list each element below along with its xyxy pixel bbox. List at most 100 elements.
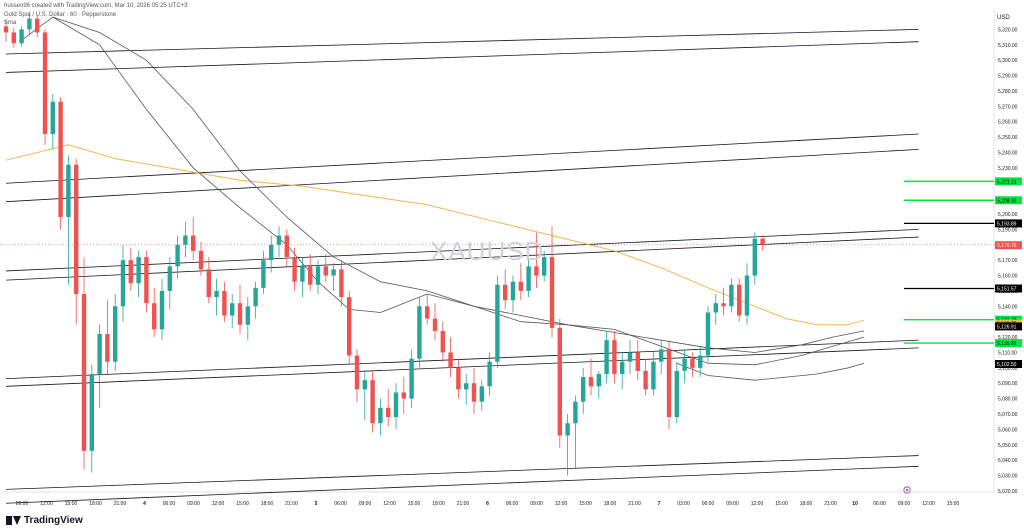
trendline-7[interactable] [5,347,919,387]
candle-body [308,266,313,285]
price-label[interactable]: 5,221.21 [995,177,1022,186]
x-tick-label: 18:00 [432,501,445,507]
price-label-box [995,360,1022,368]
candle-body [339,269,344,298]
y-tick-label: 5,230.00 [998,166,1018,172]
x-tick-label: 15:00 [775,501,788,507]
candle [479,380,484,411]
candle [159,278,165,341]
candle [89,364,94,473]
tradingview-logo-icon [6,516,21,525]
trendline-6[interactable] [5,339,919,380]
candle [230,294,235,328]
price-label[interactable]: 5,208.93 [995,196,1022,205]
candle [3,20,9,42]
candle-body [42,32,48,134]
currency-label: USD [997,15,1010,21]
sma-line-2 [52,16,865,353]
candle-body [120,260,126,307]
y-tick-label: 5,140.00 [998,304,1018,310]
candle-body [230,303,235,316]
y-tick-label: 5,160.00 [998,274,1018,280]
candle [432,303,438,341]
candle-body [620,361,625,374]
candle [721,287,726,316]
chart-credit: husseo96 created with TradingView.com, M… [4,3,188,9]
candle-body [627,352,633,362]
trendline-9[interactable] [5,465,919,504]
price-label[interactable]: 5,193.89 [995,219,1022,228]
candle-body [27,18,32,30]
event-marker-dot [906,489,908,491]
candle [690,352,695,378]
x-tick-label: 06:00 [873,501,886,507]
price-label[interactable]: 5,116.09 [995,339,1022,348]
sma-line-0 [5,144,865,326]
trendline-1[interactable] [5,41,919,73]
price-label-text: 5,208.93 [997,198,1017,204]
candle-body [518,281,523,291]
tradingview-brand[interactable]: TradingView [6,515,83,526]
candle-body [222,290,227,316]
price-label-box [995,196,1022,205]
candle [370,370,375,433]
candle-body [136,257,141,284]
candle-body [144,257,149,304]
trendline-3[interactable] [5,148,919,203]
candle [292,247,297,291]
x-tick-label: 21:00 [457,501,470,507]
candle [448,337,453,378]
candle-body [386,407,391,418]
indicator-label[interactable]: Sma [4,20,17,26]
candle [308,254,313,291]
x-tick-label: 06:00 [702,501,715,507]
candle [518,263,523,301]
candle-body [744,275,750,316]
candle-body [191,235,196,251]
trendline-8[interactable] [5,455,919,490]
x-tick-label: 10 [852,501,858,507]
candle-body [105,334,110,362]
candle [409,349,414,408]
x-tick-label: 4 [143,501,146,507]
trendline-5[interactable] [5,236,919,281]
candle [557,318,562,448]
x-tick-label: 06:00 [163,501,176,507]
candle [417,297,422,368]
candle [362,370,367,421]
trendline-4[interactable] [5,228,919,272]
price-label-text: 5,102.50 [997,362,1017,368]
candle-body [167,266,172,291]
price-label-box [995,284,1022,293]
y-tick-label: 5,290.00 [998,74,1018,80]
candle [456,358,461,399]
event-marker-icon[interactable] [903,486,911,494]
candle [464,374,469,405]
candle-body [612,340,617,374]
candle-body [409,358,414,399]
candle-body [261,260,266,288]
y-tick-label: 5,240.00 [998,150,1018,156]
candle [276,226,282,258]
candle-body [97,334,102,374]
price-label[interactable]: 5,151.57 [995,284,1022,293]
price-label-box [995,177,1022,186]
candle-body [19,29,24,44]
trendline-2[interactable] [5,133,919,184]
candle-body [315,266,321,285]
y-tick-label: 5,030.00 [998,474,1018,480]
price-label[interactable]: 5,126.91 [995,322,1022,331]
candle [113,294,118,371]
trendline-0[interactable] [5,28,919,55]
candle [737,278,742,322]
candle [542,250,547,282]
candle-body [440,330,445,353]
price-label[interactable]: 5,179.70 [995,241,1022,250]
x-tick-label: 15:00 [947,501,960,507]
price-label-text: 5,179.70 [997,243,1017,249]
candle-body [604,340,609,374]
x-tick-label: 06:00 [506,501,519,507]
price-label[interactable]: 5,102.50 [995,360,1022,368]
y-tick-label: 5,320.00 [998,27,1018,33]
